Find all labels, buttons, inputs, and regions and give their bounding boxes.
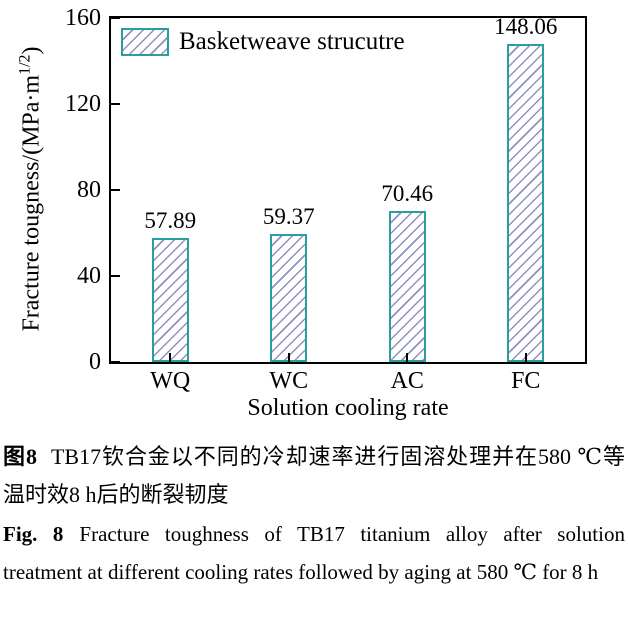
- bar-value-label: 148.06: [494, 13, 558, 39]
- bar-value-label: 57.89: [144, 207, 197, 233]
- y-tick-label: 0: [89, 349, 101, 375]
- y-tick-mark: [111, 189, 120, 191]
- plot-area: Basketweave strucutre 0 40 80 120 160 57.89 WQ…: [65, 5, 587, 421]
- legend: Basketweave strucutre: [121, 28, 405, 56]
- y-axis-title-superscript: 1/2: [16, 54, 34, 75]
- y-tick-label: 160: [65, 5, 101, 31]
- x-tick-mark: [406, 353, 409, 362]
- x-tick-label: FC: [511, 368, 541, 394]
- bar-wc: [270, 234, 308, 362]
- legend-hatch-swatch: [121, 28, 169, 56]
- x-tick-label: WQ: [150, 368, 191, 394]
- x-tick-mark: [169, 353, 172, 362]
- y-tick-mark: [111, 17, 120, 19]
- caption-english-text: Fracture toughness of TB17 titanium allo…: [3, 522, 625, 584]
- caption-english-label: Fig. 8: [3, 522, 64, 546]
- x-tick-mark: [524, 353, 527, 362]
- x-tick-mark: [287, 353, 290, 362]
- y-axis-title-close: ): [18, 46, 45, 55]
- legend-label: Basketweave strucutre: [179, 28, 405, 55]
- y-tick-label: 120: [65, 91, 101, 117]
- caption-chinese-label: 图8: [3, 444, 37, 469]
- bar-value-label: 70.46: [381, 180, 434, 206]
- y-tick-mark: [111, 103, 120, 105]
- y-axis-title-text: Fracture tougness/(MPa·m: [18, 74, 45, 332]
- x-axis-title: Solution cooling rate: [247, 395, 449, 421]
- y-tick-label: 40: [77, 263, 101, 289]
- bar-wq: [151, 237, 189, 362]
- bar-ac: [388, 210, 426, 362]
- y-tick-mark: [111, 361, 120, 363]
- bar-value-label: 59.37: [262, 204, 315, 230]
- x-tick-label: AC: [390, 368, 424, 394]
- y-tick-mark: [111, 275, 120, 277]
- caption-chinese-text: TB17钦合金以不同的冷却速率进行固溶处理并在580 ℃等温时效8 h后的断裂韧…: [3, 444, 625, 507]
- x-tick-label: WC: [269, 368, 309, 394]
- caption-english: Fig. 8 Fracture toughness of TB17 titaniu…: [3, 516, 625, 591]
- y-axis-title: Fracture tougness/(MPa·m1/2): [17, 46, 46, 331]
- y-tick-label: 80: [77, 177, 101, 203]
- figure-caption: 图8 TB17钦合金以不同的冷却速率进行固溶处理并在580 ℃等温时效8 h后的断…: [3, 438, 625, 591]
- bar-fc: [507, 43, 545, 362]
- caption-chinese: 图8 TB17钦合金以不同的冷却速率进行固溶处理并在580 ℃等温时效8 h后的断…: [3, 438, 625, 514]
